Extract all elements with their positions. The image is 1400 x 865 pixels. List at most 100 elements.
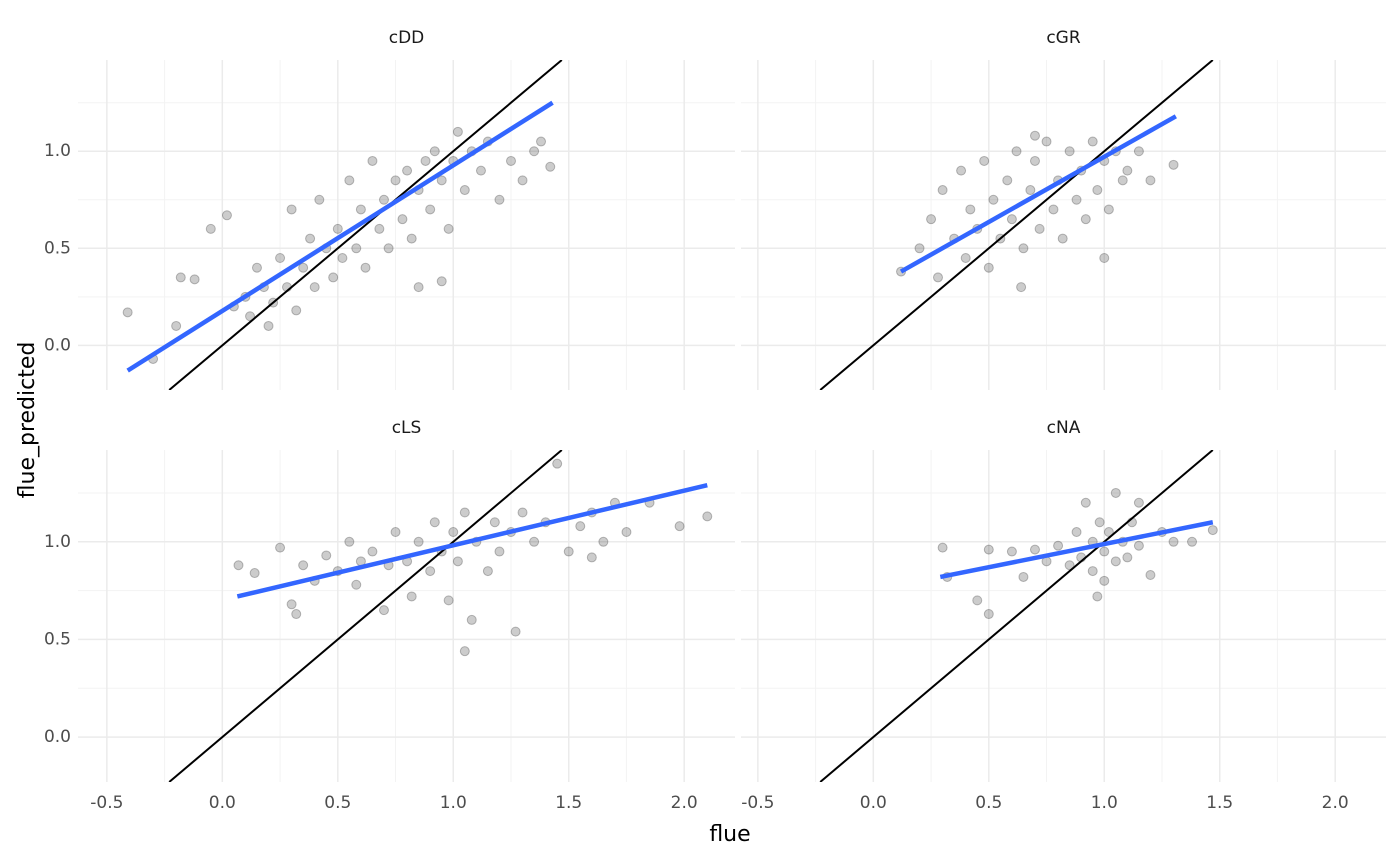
point xyxy=(1087,136,1098,147)
point xyxy=(1117,175,1128,186)
x-tick-label: 0.0 xyxy=(209,793,236,813)
point xyxy=(489,517,500,528)
point xyxy=(1018,571,1029,582)
point xyxy=(332,223,343,234)
x-tick-label: 2.0 xyxy=(671,793,698,813)
fit-line xyxy=(899,114,1177,274)
point xyxy=(1064,560,1075,571)
point xyxy=(1103,204,1114,215)
point xyxy=(494,194,505,205)
point xyxy=(702,511,713,522)
point xyxy=(1207,525,1218,536)
point xyxy=(937,185,948,196)
facet-title: cDD xyxy=(389,28,425,48)
point xyxy=(1099,575,1110,586)
x-tick-label: -0.5 xyxy=(741,793,774,813)
plot-area xyxy=(122,60,563,390)
point xyxy=(1094,517,1105,528)
point xyxy=(1122,552,1133,563)
point xyxy=(937,542,948,553)
point xyxy=(932,272,943,283)
y-axis-title: flue_predicted xyxy=(15,342,40,499)
point xyxy=(1034,223,1045,234)
point xyxy=(988,194,999,205)
identity-line xyxy=(168,450,563,782)
fit-line xyxy=(939,520,1214,580)
point xyxy=(914,243,925,254)
point xyxy=(298,262,309,273)
point xyxy=(983,544,994,555)
point xyxy=(1145,175,1156,186)
point xyxy=(397,214,408,225)
point xyxy=(367,155,378,166)
point xyxy=(1006,546,1017,557)
point xyxy=(1057,233,1068,244)
point xyxy=(406,591,417,602)
point xyxy=(552,458,563,469)
point xyxy=(459,646,470,657)
point xyxy=(443,595,454,606)
point xyxy=(374,223,385,234)
point xyxy=(429,517,440,528)
point xyxy=(383,243,394,254)
x-tick-label: 1.0 xyxy=(1091,793,1118,813)
point xyxy=(245,311,256,322)
fit-line xyxy=(236,482,708,599)
point xyxy=(1168,536,1179,547)
point xyxy=(972,595,983,606)
point xyxy=(351,579,362,590)
point xyxy=(263,320,274,331)
point xyxy=(443,223,454,234)
point xyxy=(1071,527,1082,538)
point xyxy=(355,204,366,215)
point xyxy=(452,126,463,137)
point xyxy=(586,552,597,563)
y-tick-label: 1.0 xyxy=(44,532,71,552)
point xyxy=(1133,497,1144,508)
point xyxy=(286,599,297,610)
identity-line xyxy=(819,450,1214,782)
point xyxy=(1092,185,1103,196)
point xyxy=(1006,214,1017,225)
point xyxy=(529,146,540,157)
point xyxy=(983,262,994,273)
point xyxy=(337,253,348,263)
point xyxy=(1133,146,1144,157)
point xyxy=(1011,146,1022,157)
y-tick-label: 0.0 xyxy=(44,335,71,355)
x-tick-label: 1.5 xyxy=(1206,793,1233,813)
point xyxy=(402,165,413,176)
point xyxy=(205,223,216,234)
panel: 0.0 0.5 1.0 cDD xyxy=(44,28,735,390)
point xyxy=(1087,566,1098,577)
point xyxy=(459,185,470,196)
point xyxy=(517,175,528,186)
point xyxy=(598,536,609,547)
point xyxy=(171,320,182,331)
point xyxy=(1187,536,1198,547)
point xyxy=(189,274,200,285)
point xyxy=(926,214,937,225)
point xyxy=(1080,497,1091,508)
point xyxy=(390,527,401,538)
point xyxy=(575,521,586,532)
point xyxy=(1168,159,1179,170)
point xyxy=(328,272,339,283)
point xyxy=(1071,194,1082,205)
point xyxy=(429,146,440,157)
point xyxy=(221,210,232,221)
point xyxy=(1041,136,1052,147)
point xyxy=(1092,591,1103,602)
point xyxy=(344,536,355,547)
facet-title: cNA xyxy=(1047,418,1081,438)
point xyxy=(459,507,470,518)
plot-area xyxy=(819,450,1218,782)
point xyxy=(965,204,976,215)
point xyxy=(367,546,378,557)
y-tick-label: 0.5 xyxy=(44,238,71,258)
identity-line xyxy=(168,60,563,390)
facet-title: cLS xyxy=(392,418,422,438)
point xyxy=(494,546,505,557)
y-tick-label: 1.0 xyxy=(44,141,71,161)
